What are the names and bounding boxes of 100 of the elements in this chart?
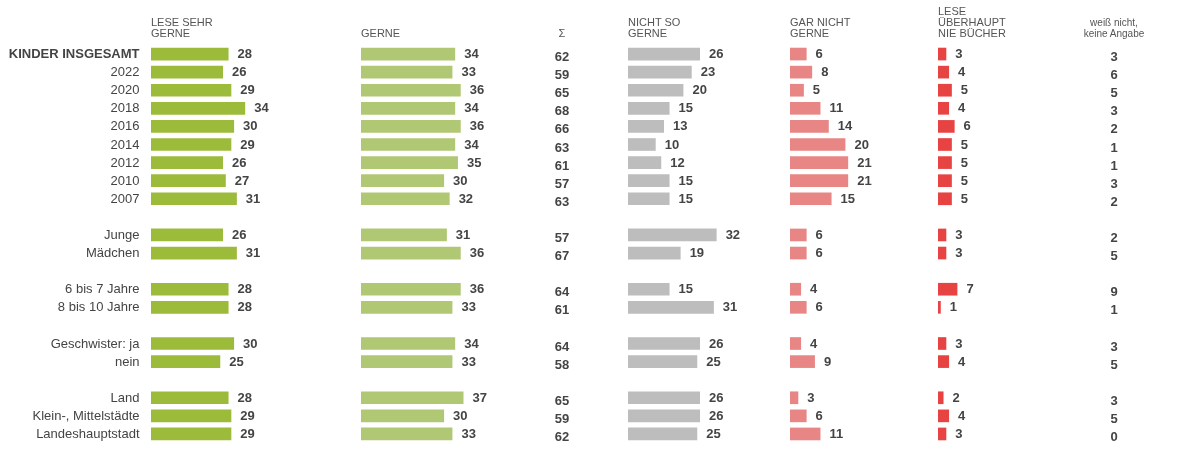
data-label: 5 [960, 82, 969, 98]
data-label: 21 [857, 154, 872, 170]
data-label: 25 [706, 425, 721, 441]
bar [361, 228, 447, 242]
text: 9 [1110, 284, 1118, 300]
data-label: 11 [829, 425, 844, 441]
text: 64 [554, 284, 570, 300]
bar [151, 156, 224, 169]
bar [938, 228, 947, 242]
y-tick-label: 2010 [110, 172, 140, 188]
bar [938, 174, 952, 188]
text: 1 [1110, 157, 1118, 173]
data-label: 30 [453, 407, 468, 423]
bar [790, 337, 802, 350]
data-label: 26 [709, 389, 724, 405]
bar [790, 83, 804, 97]
data-label: 13 [673, 118, 688, 134]
data-label: 6 [815, 299, 823, 315]
bar [790, 409, 807, 423]
bar [790, 174, 849, 188]
data-label: 36 [469, 82, 485, 98]
bar [151, 246, 237, 260]
text: 3 [1110, 338, 1118, 354]
bar [151, 174, 226, 188]
bar [628, 409, 701, 423]
chart-title: LESE ÜBERHAUPT NIE BÜCHER [938, 5, 1007, 39]
y-tick-label: 2016 [110, 118, 140, 134]
bar [938, 409, 950, 423]
bar [361, 174, 445, 188]
text: 59 [554, 410, 570, 426]
data-label: 26 [232, 154, 247, 170]
data-label: 33 [461, 299, 476, 315]
bar [361, 300, 453, 314]
data-label: 1 [949, 299, 957, 315]
text: 2 [1110, 193, 1118, 209]
text: 58 [554, 356, 570, 372]
bar [790, 282, 802, 296]
data-label: 21 [857, 172, 872, 188]
data-label: 9 [823, 353, 832, 369]
text: 61 [554, 302, 570, 318]
bar [938, 156, 952, 169]
text: 65 [554, 392, 570, 408]
bar [151, 120, 235, 133]
bar [938, 391, 944, 405]
data-label: 4 [810, 281, 819, 297]
text: 2 [1110, 121, 1118, 137]
data-label: 5 [960, 154, 969, 170]
text: 1 [1110, 302, 1118, 318]
text: 65 [554, 85, 570, 101]
text: 63 [554, 139, 570, 155]
text: 68 [554, 103, 570, 119]
data-label: 6 [815, 46, 823, 62]
data-label: 36 [469, 281, 485, 297]
data-label: 3 [955, 226, 963, 242]
bar [628, 427, 698, 441]
y-tick-label: Junge [104, 226, 140, 242]
data-label: 15 [678, 190, 694, 206]
data-label: 29 [240, 136, 255, 152]
data-label: 34 [464, 335, 480, 351]
data-label: 8 [821, 64, 829, 80]
data-label: 3 [955, 46, 963, 62]
bar [151, 300, 229, 314]
text: weiß nicht, keine Angabe [1083, 17, 1145, 39]
data-label: 35 [466, 154, 482, 170]
data-label: 30 [243, 335, 258, 351]
data-label: 5 [960, 172, 969, 188]
data-label: 25 [706, 353, 721, 369]
bar [938, 337, 947, 350]
data-label: 15 [840, 190, 856, 206]
text: 66 [554, 121, 570, 137]
data-label: 4 [958, 100, 967, 116]
y-tick-label: 2018 [110, 100, 140, 116]
bar [361, 192, 450, 206]
data-label: 6 [963, 118, 971, 134]
bar [628, 246, 681, 260]
data-label: 10 [664, 136, 680, 152]
bar [151, 228, 224, 242]
text: 67 [554, 248, 570, 264]
data-label: 15 [678, 100, 694, 116]
bar [938, 83, 952, 97]
y-tick-label: nein [114, 353, 140, 369]
data-label: 28 [237, 46, 253, 62]
bar [938, 138, 952, 151]
data-label: 26 [232, 226, 247, 242]
bar [361, 120, 461, 133]
data-label: 31 [245, 245, 261, 261]
text: Σ [558, 27, 566, 39]
data-label: 4 [958, 353, 967, 369]
chart-title: GERNE [361, 27, 401, 39]
bar [628, 120, 665, 133]
text: 61 [554, 157, 570, 173]
bar [790, 192, 832, 206]
bar [361, 427, 453, 441]
data-label: 7 [966, 281, 974, 297]
data-label: 3 [807, 389, 815, 405]
bar [361, 83, 461, 97]
bar [151, 138, 232, 151]
bar [151, 355, 221, 368]
bar [361, 101, 456, 115]
text: 3 [1110, 392, 1118, 408]
